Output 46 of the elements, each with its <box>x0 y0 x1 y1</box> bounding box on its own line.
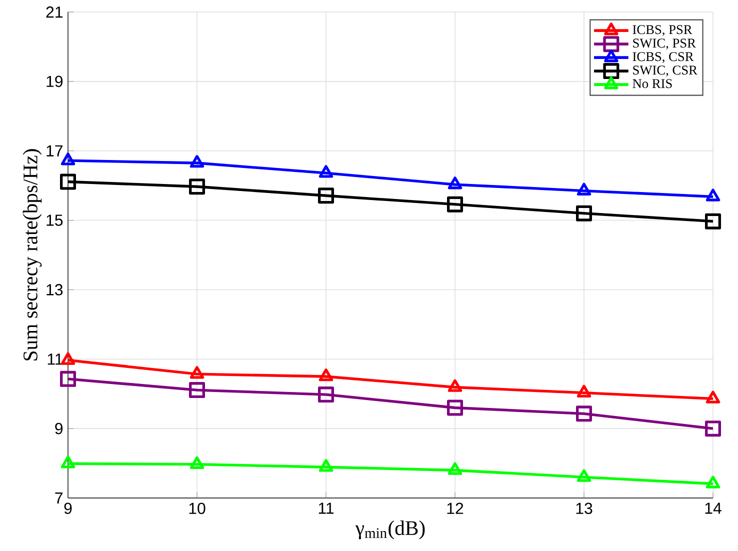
point <box>576 469 592 482</box>
point <box>60 370 76 387</box>
x-tick-label: 9 <box>64 502 72 514</box>
y-tick-label: 7 <box>55 492 62 504</box>
y-tick-label: 11 <box>48 354 63 365</box>
point <box>190 366 204 379</box>
point <box>576 205 592 222</box>
y-tick-label: 19 <box>46 76 63 88</box>
y-axis-title: Sum secrecy rate(bps/Hz) <box>22 149 42 360</box>
point <box>60 152 76 166</box>
point <box>447 400 464 416</box>
x-tick-label: 10 <box>189 502 206 514</box>
point <box>189 178 206 195</box>
x-tick-label: 13 <box>576 502 592 514</box>
x-tick-label: 11 <box>318 502 334 514</box>
y-tick-label: 9 <box>55 422 63 434</box>
point <box>706 188 720 202</box>
point <box>706 476 720 488</box>
x-tick-label: 14 <box>705 502 722 514</box>
point <box>318 165 334 178</box>
point <box>60 456 76 468</box>
y-tick-label: 13 <box>46 284 63 296</box>
point <box>448 176 462 190</box>
point <box>60 174 76 190</box>
legend-label: ICBS, PSR <box>632 25 692 36</box>
point <box>190 456 204 469</box>
y-tick-label: 15 <box>46 214 63 226</box>
legend-label: SWIC, PSR <box>633 38 696 50</box>
y-tick-label: 21 <box>46 6 63 18</box>
x-axis-title: γ$_{min}$(dB) <box>355 520 425 540</box>
point <box>318 459 334 472</box>
point <box>448 462 462 475</box>
legend-label: SWIC, CSR <box>633 66 698 77</box>
point <box>576 182 592 196</box>
point <box>447 196 464 212</box>
legend-label: ICBS, CSR <box>632 52 694 64</box>
point <box>318 188 334 204</box>
point <box>318 368 334 382</box>
point <box>448 379 462 392</box>
x-tick-label: 12 <box>447 502 464 514</box>
legend-label: No RIS <box>632 79 672 88</box>
y-tick-label: 17 <box>46 145 62 156</box>
point <box>705 213 722 230</box>
point <box>576 384 592 398</box>
point <box>706 390 720 404</box>
point <box>190 155 204 168</box>
